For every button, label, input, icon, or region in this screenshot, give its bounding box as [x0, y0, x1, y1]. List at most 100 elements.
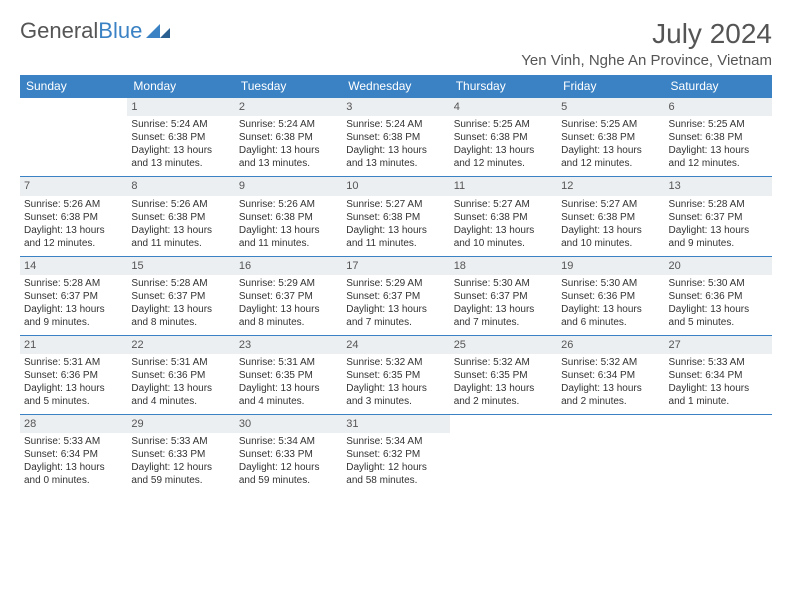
- sunrise-text: Sunrise: 5:27 AM: [346, 198, 445, 211]
- calendar-cell: [450, 415, 557, 494]
- day-details: Sunrise: 5:31 AMSunset: 6:36 PMDaylight:…: [20, 354, 127, 414]
- sunset-text: Sunset: 6:38 PM: [454, 131, 553, 144]
- calendar-cell: 17Sunrise: 5:29 AMSunset: 6:37 PMDayligh…: [342, 256, 449, 335]
- calendar-body: 1Sunrise: 5:24 AMSunset: 6:38 PMDaylight…: [20, 98, 772, 494]
- calendar-week-row: 14Sunrise: 5:28 AMSunset: 6:37 PMDayligh…: [20, 256, 772, 335]
- day-header: Saturday: [665, 75, 772, 98]
- calendar-cell: 12Sunrise: 5:27 AMSunset: 6:38 PMDayligh…: [557, 177, 664, 256]
- sunset-text: Sunset: 6:37 PM: [454, 290, 553, 303]
- daylight-text: Daylight: 13 hours and 8 minutes.: [239, 303, 338, 329]
- sunset-text: Sunset: 6:37 PM: [131, 290, 230, 303]
- sunrise-text: Sunrise: 5:26 AM: [24, 198, 123, 211]
- calendar-cell: 10Sunrise: 5:27 AMSunset: 6:38 PMDayligh…: [342, 177, 449, 256]
- title-block: July 2024 Yen Vinh, Nghe An Province, Vi…: [521, 18, 772, 69]
- day-number: 28: [20, 415, 127, 433]
- daylight-text: Daylight: 12 hours and 58 minutes.: [346, 461, 445, 487]
- day-number: 17: [342, 257, 449, 275]
- sunset-text: Sunset: 6:38 PM: [239, 211, 338, 224]
- day-number: 23: [235, 336, 342, 354]
- daylight-text: Daylight: 13 hours and 0 minutes.: [24, 461, 123, 487]
- day-details: Sunrise: 5:30 AMSunset: 6:36 PMDaylight:…: [557, 275, 664, 335]
- day-number: 22: [127, 336, 234, 354]
- sunrise-text: Sunrise: 5:24 AM: [346, 118, 445, 131]
- daylight-text: Daylight: 13 hours and 13 minutes.: [239, 144, 338, 170]
- sunrise-text: Sunrise: 5:31 AM: [131, 356, 230, 369]
- day-details: Sunrise: 5:25 AMSunset: 6:38 PMDaylight:…: [450, 116, 557, 176]
- sunrise-text: Sunrise: 5:30 AM: [669, 277, 768, 290]
- calendar-cell: 31Sunrise: 5:34 AMSunset: 6:32 PMDayligh…: [342, 415, 449, 494]
- sunrise-text: Sunrise: 5:33 AM: [131, 435, 230, 448]
- sunrise-text: Sunrise: 5:30 AM: [454, 277, 553, 290]
- sunset-text: Sunset: 6:38 PM: [561, 211, 660, 224]
- daylight-text: Daylight: 13 hours and 11 minutes.: [346, 224, 445, 250]
- day-number: 30: [235, 415, 342, 433]
- daylight-text: Daylight: 13 hours and 12 minutes.: [24, 224, 123, 250]
- sunrise-text: Sunrise: 5:29 AM: [346, 277, 445, 290]
- day-details: Sunrise: 5:33 AMSunset: 6:34 PMDaylight:…: [20, 433, 127, 493]
- sunrise-text: Sunrise: 5:26 AM: [239, 198, 338, 211]
- calendar-week-row: 7Sunrise: 5:26 AMSunset: 6:38 PMDaylight…: [20, 177, 772, 256]
- sunrise-text: Sunrise: 5:31 AM: [24, 356, 123, 369]
- calendar-cell: 16Sunrise: 5:29 AMSunset: 6:37 PMDayligh…: [235, 256, 342, 335]
- sunset-text: Sunset: 6:32 PM: [346, 448, 445, 461]
- day-number: 26: [557, 336, 664, 354]
- day-details: Sunrise: 5:34 AMSunset: 6:32 PMDaylight:…: [342, 433, 449, 493]
- day-details: Sunrise: 5:31 AMSunset: 6:35 PMDaylight:…: [235, 354, 342, 414]
- day-details: Sunrise: 5:32 AMSunset: 6:35 PMDaylight:…: [342, 354, 449, 414]
- day-number: 10: [342, 177, 449, 195]
- sunset-text: Sunset: 6:35 PM: [454, 369, 553, 382]
- sunrise-text: Sunrise: 5:25 AM: [561, 118, 660, 131]
- day-number: 27: [665, 336, 772, 354]
- logo-text-2: Blue: [98, 18, 142, 44]
- daylight-text: Daylight: 13 hours and 13 minutes.: [131, 144, 230, 170]
- calendar-cell: [665, 415, 772, 494]
- logo-icon: [146, 18, 172, 44]
- day-number: 8: [127, 177, 234, 195]
- day-details: Sunrise: 5:25 AMSunset: 6:38 PMDaylight:…: [557, 116, 664, 176]
- sunset-text: Sunset: 6:38 PM: [454, 211, 553, 224]
- sunset-text: Sunset: 6:38 PM: [131, 131, 230, 144]
- sunrise-text: Sunrise: 5:24 AM: [239, 118, 338, 131]
- day-details: Sunrise: 5:28 AMSunset: 6:37 PMDaylight:…: [127, 275, 234, 335]
- day-header: Wednesday: [342, 75, 449, 98]
- calendar-cell: 15Sunrise: 5:28 AMSunset: 6:37 PMDayligh…: [127, 256, 234, 335]
- day-number: 11: [450, 177, 557, 195]
- daylight-text: Daylight: 13 hours and 12 minutes.: [454, 144, 553, 170]
- day-details: Sunrise: 5:26 AMSunset: 6:38 PMDaylight:…: [235, 196, 342, 256]
- sunset-text: Sunset: 6:38 PM: [561, 131, 660, 144]
- day-number: 16: [235, 257, 342, 275]
- sunset-text: Sunset: 6:37 PM: [669, 211, 768, 224]
- sunrise-text: Sunrise: 5:30 AM: [561, 277, 660, 290]
- daylight-text: Daylight: 12 hours and 59 minutes.: [131, 461, 230, 487]
- location-text: Yen Vinh, Nghe An Province, Vietnam: [521, 52, 772, 69]
- day-details: Sunrise: 5:32 AMSunset: 6:35 PMDaylight:…: [450, 354, 557, 414]
- sunrise-text: Sunrise: 5:25 AM: [669, 118, 768, 131]
- calendar-cell: 27Sunrise: 5:33 AMSunset: 6:34 PMDayligh…: [665, 335, 772, 414]
- day-number: 5: [557, 98, 664, 116]
- day-number: 20: [665, 257, 772, 275]
- daylight-text: Daylight: 13 hours and 7 minutes.: [454, 303, 553, 329]
- sunset-text: Sunset: 6:37 PM: [346, 290, 445, 303]
- sunset-text: Sunset: 6:33 PM: [131, 448, 230, 461]
- calendar-cell: 30Sunrise: 5:34 AMSunset: 6:33 PMDayligh…: [235, 415, 342, 494]
- sunset-text: Sunset: 6:35 PM: [346, 369, 445, 382]
- calendar-cell: 11Sunrise: 5:27 AMSunset: 6:38 PMDayligh…: [450, 177, 557, 256]
- calendar-cell: 9Sunrise: 5:26 AMSunset: 6:38 PMDaylight…: [235, 177, 342, 256]
- day-number: 1: [127, 98, 234, 116]
- day-details: Sunrise: 5:30 AMSunset: 6:37 PMDaylight:…: [450, 275, 557, 335]
- day-details: Sunrise: 5:27 AMSunset: 6:38 PMDaylight:…: [557, 196, 664, 256]
- sunset-text: Sunset: 6:36 PM: [131, 369, 230, 382]
- calendar-cell: 20Sunrise: 5:30 AMSunset: 6:36 PMDayligh…: [665, 256, 772, 335]
- calendar-cell: 23Sunrise: 5:31 AMSunset: 6:35 PMDayligh…: [235, 335, 342, 414]
- day-number: 31: [342, 415, 449, 433]
- day-details: Sunrise: 5:28 AMSunset: 6:37 PMDaylight:…: [20, 275, 127, 335]
- sunrise-text: Sunrise: 5:34 AM: [239, 435, 338, 448]
- day-details: Sunrise: 5:24 AMSunset: 6:38 PMDaylight:…: [235, 116, 342, 176]
- daylight-text: Daylight: 13 hours and 4 minutes.: [131, 382, 230, 408]
- daylight-text: Daylight: 13 hours and 5 minutes.: [669, 303, 768, 329]
- day-details: Sunrise: 5:24 AMSunset: 6:38 PMDaylight:…: [127, 116, 234, 176]
- calendar-cell: 7Sunrise: 5:26 AMSunset: 6:38 PMDaylight…: [20, 177, 127, 256]
- day-number: 2: [235, 98, 342, 116]
- calendar-header-row: Sunday Monday Tuesday Wednesday Thursday…: [20, 75, 772, 98]
- day-number: 9: [235, 177, 342, 195]
